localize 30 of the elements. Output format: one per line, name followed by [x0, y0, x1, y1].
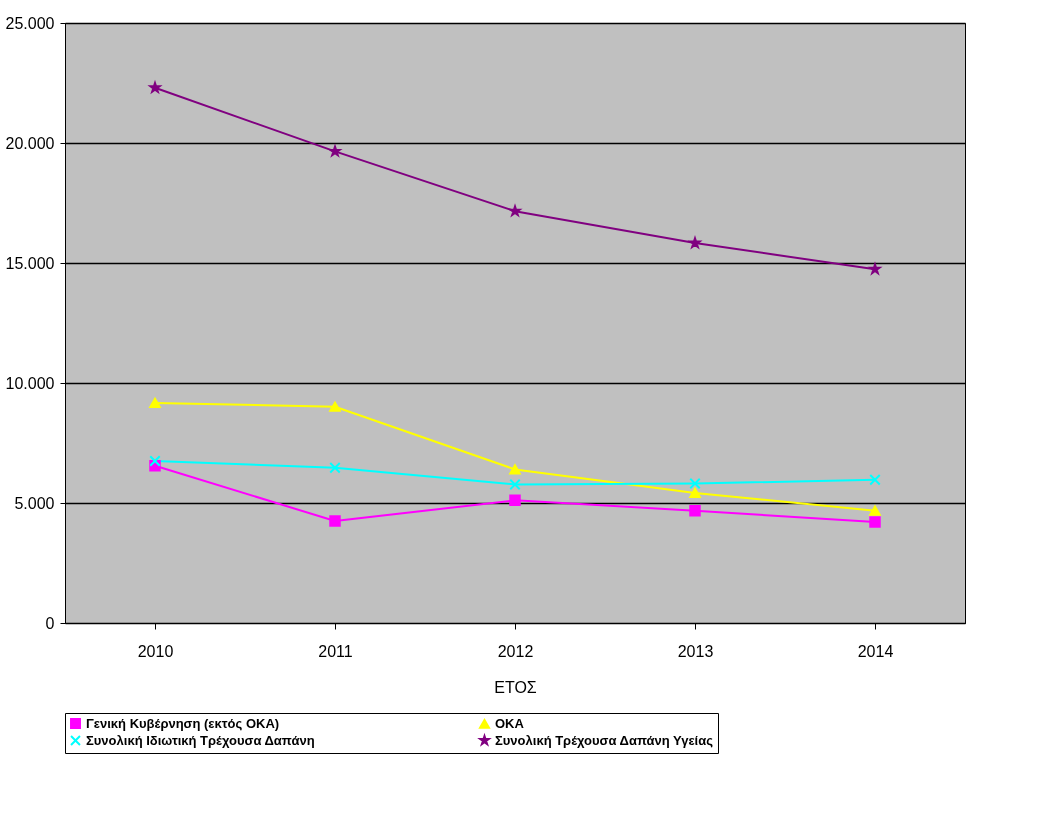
point	[869, 505, 881, 516]
x-tick-label: 2010	[137, 642, 174, 660]
legend-label: Συνολική Ιδιωτική Τρέχουσα Δαπάνη	[86, 732, 315, 748]
x-tick-label: 2012	[497, 642, 534, 660]
legend-label: Γενική Κυβέρνηση (εκτός ΟΚΑ)	[86, 715, 280, 731]
point	[149, 455, 161, 467]
point	[329, 515, 341, 527]
point	[689, 477, 701, 490]
legend-label: Συνολική Τρέχουσα Δαπάνη Υγείας	[495, 732, 714, 748]
point	[689, 504, 701, 517]
x-tick-label: 2011	[318, 642, 353, 660]
y-tick-label: 20.000	[5, 134, 55, 152]
x-tick-label: 2014	[857, 642, 894, 660]
y-tick-label: 10.000	[5, 374, 55, 392]
point	[869, 516, 881, 528]
point	[869, 473, 881, 486]
point	[149, 397, 161, 409]
point	[509, 478, 521, 491]
y-tick-label: 5.000	[14, 494, 55, 512]
x-axis-title: ΕΤΟΣ	[494, 678, 537, 696]
point	[329, 461, 341, 474]
y-tick-label: 15.000	[5, 254, 55, 272]
y-tick-label: 25.000	[5, 14, 55, 32]
point	[509, 494, 521, 507]
point	[689, 487, 701, 499]
legend-label: ΟΚΑ	[495, 715, 525, 731]
x-tick-label: 2013	[677, 642, 714, 660]
y-tick-label: 0	[45, 614, 55, 632]
point	[329, 401, 341, 412]
point	[509, 464, 521, 475]
